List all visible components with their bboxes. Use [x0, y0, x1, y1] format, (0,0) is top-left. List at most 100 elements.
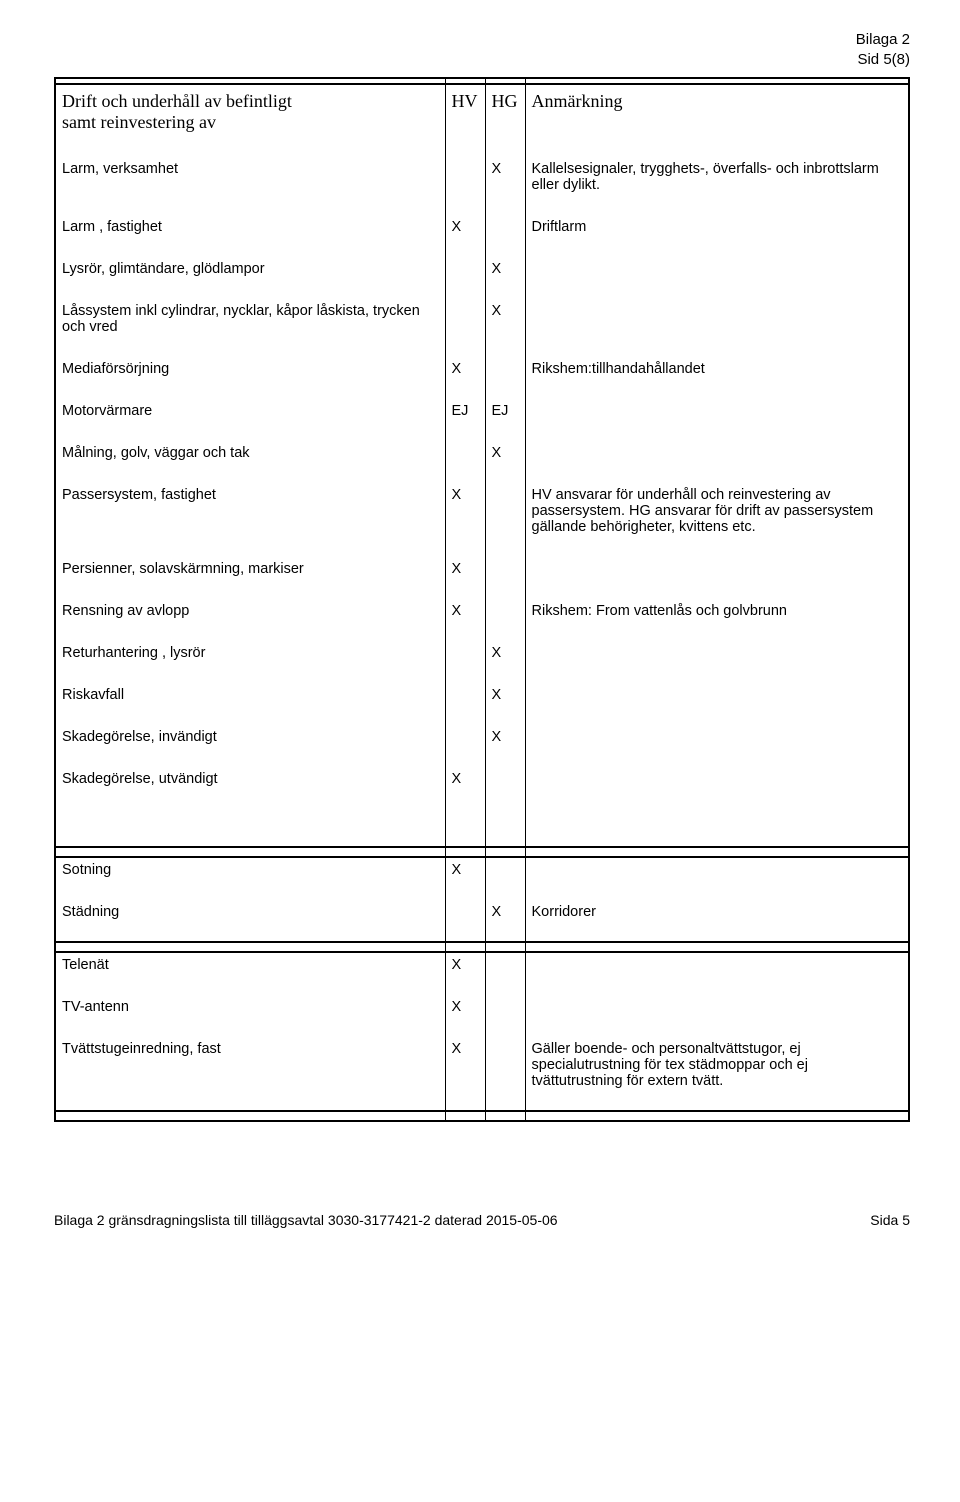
table-row: Mediaförsörjning X Rikshem:tillhandahåll… — [55, 357, 909, 381]
cell-item: Låssystem inkl cylindrar, nycklar, kåpor… — [55, 299, 445, 339]
cell-item: Larm , fastighet — [55, 215, 445, 239]
cell-hv: X — [445, 995, 485, 1019]
footer-right: Sida 5 — [870, 1212, 910, 1228]
cell-hv: X — [445, 952, 485, 977]
cell-note: Kallelsesignaler, trygghets-, överfalls-… — [525, 157, 909, 197]
cell-hv — [445, 683, 485, 707]
cell-hg — [485, 599, 525, 623]
header-right: Bilaga 2 Sid 5(8) — [54, 30, 910, 69]
cell-note — [525, 683, 909, 707]
header-sid: Sid 5(8) — [54, 50, 910, 70]
cell-hv — [445, 441, 485, 465]
cell-hv: X — [445, 557, 485, 581]
cell-hg — [485, 857, 525, 882]
cell-hv — [445, 900, 485, 924]
table-row: Lysrör, glimtändare, glödlampor X — [55, 257, 909, 281]
cell-item: TV-antenn — [55, 995, 445, 1019]
cell-note: Rikshem:tillhandahållandet — [525, 357, 909, 381]
cell-item: Skadegörelse, invändigt — [55, 725, 445, 749]
cell-item: Rensning av avlopp — [55, 599, 445, 623]
cell-note: HV ansvarar för underhåll och reinvester… — [525, 483, 909, 539]
cell-hg: X — [485, 299, 525, 339]
cell-note — [525, 441, 909, 465]
page: Bilaga 2 Sid 5(8) Drift och underhåll av… — [0, 0, 960, 1258]
cell-item: Skadegörelse, utvändigt — [55, 767, 445, 791]
header-bilaga: Bilaga 2 — [54, 30, 910, 50]
cell-hv: X — [445, 1037, 485, 1093]
th-col4: Anmärkning — [525, 84, 909, 139]
cell-hv: X — [445, 599, 485, 623]
cell-note: Korridorer — [525, 900, 909, 924]
cell-note: Rikshem: From vattenlås och golvbrunn — [525, 599, 909, 623]
cell-note — [525, 857, 909, 882]
cell-item: Returhantering , lysrör — [55, 641, 445, 665]
th-col1b: samt reinvestering av — [62, 112, 216, 132]
table-row: Skadegörelse, invändigt X — [55, 725, 909, 749]
cell-hv — [445, 157, 485, 197]
cell-item: Larm, verksamhet — [55, 157, 445, 197]
cell-hg — [485, 215, 525, 239]
th-col1: Drift och underhåll av befintligt samt r… — [55, 84, 445, 139]
cell-hg: X — [485, 900, 525, 924]
cell-note — [525, 257, 909, 281]
cell-hg — [485, 767, 525, 791]
table-row: Persienner, solavskärmning, markiser X — [55, 557, 909, 581]
cell-hg: X — [485, 641, 525, 665]
table-row: Rensning av avlopp X Rikshem: From vatte… — [55, 599, 909, 623]
table-row: Målning, golv, väggar och tak X — [55, 441, 909, 465]
footer-left: Bilaga 2 gränsdragningslista till tilläg… — [54, 1212, 558, 1228]
cell-hv: X — [445, 483, 485, 539]
cell-note: Gäller boende- och personaltvättstugor, … — [525, 1037, 909, 1093]
cell-item: Mediaförsörjning — [55, 357, 445, 381]
cell-hg — [485, 952, 525, 977]
table-row: Städning X Korridorer — [55, 900, 909, 924]
cell-hg — [485, 557, 525, 581]
cell-item: Motorvärmare — [55, 399, 445, 423]
table-row: Tvättstugeinredning, fast X Gäller boend… — [55, 1037, 909, 1093]
cell-hg — [485, 995, 525, 1019]
cell-hg: X — [485, 683, 525, 707]
table-row: Larm, verksamhet X Kallelsesignaler, try… — [55, 157, 909, 197]
cell-item: Sotning — [55, 857, 445, 882]
cell-hv — [445, 257, 485, 281]
cell-hg — [485, 357, 525, 381]
table-row: Larm , fastighet X Driftlarm — [55, 215, 909, 239]
cell-hv — [445, 725, 485, 749]
cell-note — [525, 767, 909, 791]
cell-item: Tvättstugeinredning, fast — [55, 1037, 445, 1093]
table-row: Motorvärmare EJ EJ — [55, 399, 909, 423]
cell-hg — [485, 483, 525, 539]
table-header-row: Drift och underhåll av befintligt samt r… — [55, 84, 909, 139]
cell-note: Driftlarm — [525, 215, 909, 239]
cell-item: Städning — [55, 900, 445, 924]
main-table: Drift och underhåll av befintligt samt r… — [54, 77, 910, 1122]
table-row: Telenät X — [55, 952, 909, 977]
cell-item: Riskavfall — [55, 683, 445, 707]
cell-hv: X — [445, 215, 485, 239]
cell-hv: X — [445, 357, 485, 381]
table-row: TV-antenn X — [55, 995, 909, 1019]
table-row: Skadegörelse, utvändigt X — [55, 767, 909, 791]
cell-hg: X — [485, 157, 525, 197]
th-col1a: Drift och underhåll av befintligt — [62, 91, 292, 111]
cell-hg: X — [485, 725, 525, 749]
table-row: Sotning X — [55, 857, 909, 882]
footer: Bilaga 2 gränsdragningslista till tilläg… — [54, 1212, 910, 1228]
table-row: Returhantering , lysrör X — [55, 641, 909, 665]
cell-hg: X — [485, 257, 525, 281]
cell-hv: EJ — [445, 399, 485, 423]
cell-item: Persienner, solavskärmning, markiser — [55, 557, 445, 581]
cell-note — [525, 641, 909, 665]
cell-note — [525, 952, 909, 977]
cell-item: Telenät — [55, 952, 445, 977]
table-row: Låssystem inkl cylindrar, nycklar, kåpor… — [55, 299, 909, 339]
cell-hg: EJ — [485, 399, 525, 423]
cell-hv — [445, 641, 485, 665]
cell-hg — [485, 1037, 525, 1093]
cell-item: Passersystem, fastighet — [55, 483, 445, 539]
cell-note — [525, 995, 909, 1019]
th-col3: HG — [485, 84, 525, 139]
th-col2: HV — [445, 84, 485, 139]
cell-note — [525, 725, 909, 749]
cell-hv — [445, 299, 485, 339]
